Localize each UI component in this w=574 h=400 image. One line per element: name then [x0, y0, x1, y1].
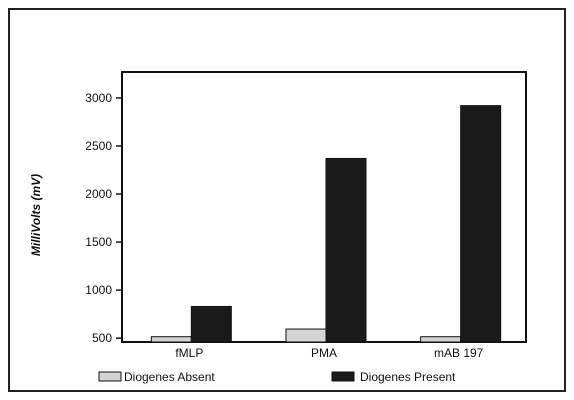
legend-swatch-1	[331, 371, 355, 382]
bar-absent-1	[285, 328, 327, 343]
bar-absent-2	[420, 336, 462, 343]
bar-present-2	[460, 105, 502, 343]
x-tick-label-1: PMA	[311, 346, 337, 360]
legend-label-0: Diogenes Absent	[124, 370, 215, 384]
legend-swatch-0	[98, 371, 122, 382]
legend-label-1: Diogenes Present	[360, 370, 456, 384]
x-tick-label-2: mAB 197	[434, 346, 484, 360]
plot-area: 500 1000 1500 2000 2500 3000 fMLP PMA mAB 197	[85, 71, 527, 360]
y-tick-label-5: 3000	[85, 91, 112, 105]
y-axis-label: MilliVolts (mV)	[29, 174, 43, 256]
legend: Diogenes Absent Diogenes Present	[98, 370, 456, 384]
y-tick-label-1: 1000	[85, 283, 112, 297]
y-tick-label-3: 2000	[85, 187, 112, 201]
y-tick-label-0: 500	[92, 331, 112, 345]
bar-absent-0	[150, 336, 192, 343]
bar-present-0	[190, 305, 232, 343]
y-tick-label-2: 1500	[85, 235, 112, 249]
bar-present-1	[325, 157, 367, 343]
y-tick-label-4: 2500	[85, 139, 112, 153]
x-tick-label-0: fMLP	[175, 346, 203, 360]
